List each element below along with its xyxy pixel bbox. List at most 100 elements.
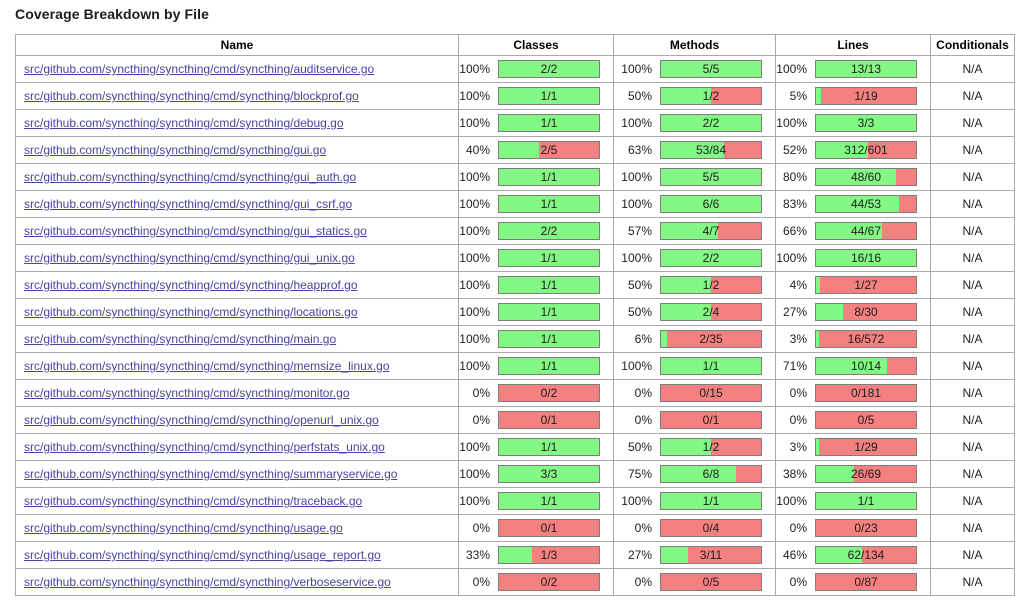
coverage-ratio: 8/30	[854, 305, 878, 319]
lines-percent: 38%	[782, 467, 807, 481]
file-link[interactable]: src/github.com/syncthing/syncthing/cmd/s…	[24, 143, 327, 157]
lines-coverage-bar: 0/181	[815, 384, 917, 402]
file-link[interactable]: src/github.com/syncthing/syncthing/cmd/s…	[24, 116, 344, 130]
classes-cell: 100% 2/2	[458, 55, 614, 83]
coverage-ratio: 2/2	[702, 251, 720, 265]
file-link[interactable]: src/github.com/syncthing/syncthing/cmd/s…	[24, 386, 350, 400]
file-link[interactable]: src/github.com/syncthing/syncthing/cmd/s…	[24, 440, 385, 454]
methods-percent: 50%	[627, 278, 652, 292]
methods-cell: 100% 5/5	[613, 55, 776, 83]
conditionals-value: N/A	[930, 55, 1015, 83]
conditionals-value: N/A	[930, 163, 1015, 191]
table-row: src/github.com/syncthing/syncthing/cmd/s…	[15, 487, 1015, 515]
coverage-bar-fill	[499, 277, 599, 293]
coverage-bar-fill	[499, 493, 599, 509]
file-link[interactable]: src/github.com/syncthing/syncthing/cmd/s…	[24, 170, 357, 184]
methods-coverage-bar: 5/5	[660, 168, 762, 186]
methods-cell: 63% 53/84	[613, 136, 776, 164]
methods-percent: 27%	[627, 548, 652, 562]
coverage-bar-fill	[816, 358, 887, 374]
file-name-cell: src/github.com/syncthing/syncthing/cmd/s…	[15, 379, 459, 407]
file-link[interactable]: src/github.com/syncthing/syncthing/cmd/s…	[24, 575, 391, 589]
lines-percent: 27%	[782, 305, 807, 319]
lines-coverage-bar: 1/19	[815, 87, 917, 105]
coverage-bar-fill	[499, 439, 599, 455]
methods-percent: 63%	[627, 143, 652, 157]
classes-coverage-bar: 1/1	[498, 303, 600, 321]
methods-percent: 0%	[634, 575, 652, 589]
classes-percent: 100%	[459, 170, 491, 184]
file-link[interactable]: src/github.com/syncthing/syncthing/cmd/s…	[24, 332, 337, 346]
file-link[interactable]: src/github.com/syncthing/syncthing/cmd/s…	[24, 278, 358, 292]
coverage-ratio: 2/5	[540, 143, 558, 157]
lines-coverage-bar: 3/3	[815, 114, 917, 132]
lines-coverage-bar: 10/14	[815, 357, 917, 375]
file-link[interactable]: src/github.com/syncthing/syncthing/cmd/s…	[24, 305, 358, 319]
methods-coverage-bar: 0/1	[660, 411, 762, 429]
coverage-ratio: 1/1	[540, 305, 558, 319]
table-row: src/github.com/syncthing/syncthing/cmd/s…	[15, 109, 1015, 137]
lines-cell: 100% 3/3	[775, 109, 931, 137]
file-link[interactable]: src/github.com/syncthing/syncthing/cmd/s…	[24, 197, 353, 211]
coverage-ratio: 16/572	[847, 332, 885, 346]
coverage-bar-fill	[499, 142, 539, 158]
coverage-ratio: 1/3	[540, 548, 558, 562]
coverage-ratio: 1/1	[540, 197, 558, 211]
coverage-bar-fill	[661, 196, 761, 212]
methods-cell: 100% 1/1	[613, 487, 776, 515]
methods-cell: 0% 0/15	[613, 379, 776, 407]
file-name-cell: src/github.com/syncthing/syncthing/cmd/s…	[15, 514, 459, 542]
file-link[interactable]: src/github.com/syncthing/syncthing/cmd/s…	[24, 548, 381, 562]
classes-percent: 100%	[459, 440, 491, 454]
coverage-ratio: 2/35	[699, 332, 723, 346]
coverage-bar-fill	[661, 88, 711, 104]
lines-coverage-bar: 16/16	[815, 249, 917, 267]
coverage-bar-fill	[661, 115, 761, 131]
classes-cell: 100% 1/1	[458, 325, 614, 353]
classes-coverage-bar: 1/1	[498, 168, 600, 186]
methods-percent: 50%	[627, 89, 652, 103]
coverage-ratio: 2/2	[540, 224, 558, 238]
classes-cell: 100% 1/1	[458, 433, 614, 461]
file-link[interactable]: src/github.com/syncthing/syncthing/cmd/s…	[24, 62, 375, 76]
classes-percent: 0%	[472, 575, 490, 589]
coverage-ratio: 5/5	[702, 170, 720, 184]
file-link[interactable]: src/github.com/syncthing/syncthing/cmd/s…	[24, 359, 390, 373]
methods-cell: 50% 1/2	[613, 82, 776, 110]
coverage-ratio: 3/11	[699, 548, 723, 562]
coverage-ratio: 3/3	[540, 467, 558, 481]
classes-coverage-bar: 1/1	[498, 357, 600, 375]
coverage-ratio: 6/6	[702, 197, 720, 211]
methods-cell: 100% 1/1	[613, 352, 776, 380]
classes-percent: 40%	[465, 143, 490, 157]
coverage-ratio: 1/1	[540, 440, 558, 454]
coverage-ratio: 0/1	[702, 413, 720, 427]
coverage-ratio: 3/3	[857, 116, 875, 130]
table-row: src/github.com/syncthing/syncthing/cmd/s…	[15, 55, 1015, 83]
coverage-bar-fill	[816, 466, 854, 482]
file-name-cell: src/github.com/syncthing/syncthing/cmd/s…	[15, 352, 459, 380]
coverage-ratio: 4/7	[702, 224, 720, 238]
file-link[interactable]: src/github.com/syncthing/syncthing/cmd/s…	[24, 413, 379, 427]
file-link[interactable]: src/github.com/syncthing/syncthing/cmd/s…	[24, 224, 367, 238]
coverage-ratio: 1/2	[702, 278, 720, 292]
classes-percent: 100%	[459, 251, 491, 265]
classes-coverage-bar: 1/1	[498, 249, 600, 267]
lines-percent: 0%	[789, 386, 807, 400]
file-link[interactable]: src/github.com/syncthing/syncthing/cmd/s…	[24, 467, 398, 481]
file-name-cell: src/github.com/syncthing/syncthing/cmd/s…	[15, 487, 459, 515]
file-link[interactable]: src/github.com/syncthing/syncthing/cmd/s…	[24, 89, 359, 103]
coverage-ratio: 0/2	[540, 386, 558, 400]
classes-coverage-bar: 2/2	[498, 222, 600, 240]
file-link[interactable]: src/github.com/syncthing/syncthing/cmd/s…	[24, 494, 363, 508]
classes-cell: 33% 1/3	[458, 541, 614, 569]
methods-coverage-bar: 6/6	[660, 195, 762, 213]
coverage-bar-fill	[499, 331, 599, 347]
coverage-bar-fill	[661, 547, 688, 563]
conditionals-value: N/A	[930, 433, 1015, 461]
file-link[interactable]: src/github.com/syncthing/syncthing/cmd/s…	[24, 521, 343, 535]
file-link[interactable]: src/github.com/syncthing/syncthing/cmd/s…	[24, 251, 355, 265]
methods-coverage-bar: 1/1	[660, 357, 762, 375]
methods-percent: 100%	[621, 494, 652, 508]
file-name-cell: src/github.com/syncthing/syncthing/cmd/s…	[15, 163, 459, 191]
